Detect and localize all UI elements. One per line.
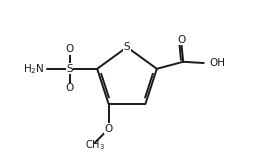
Text: O: O (66, 83, 74, 93)
Text: S: S (66, 64, 73, 74)
Text: O: O (66, 44, 74, 54)
Text: H$_2$N: H$_2$N (23, 62, 44, 76)
Text: S: S (124, 42, 130, 52)
Text: O: O (104, 124, 113, 134)
Text: O: O (177, 35, 185, 45)
Text: CH$_3$: CH$_3$ (85, 138, 105, 152)
Text: OH: OH (209, 58, 225, 68)
